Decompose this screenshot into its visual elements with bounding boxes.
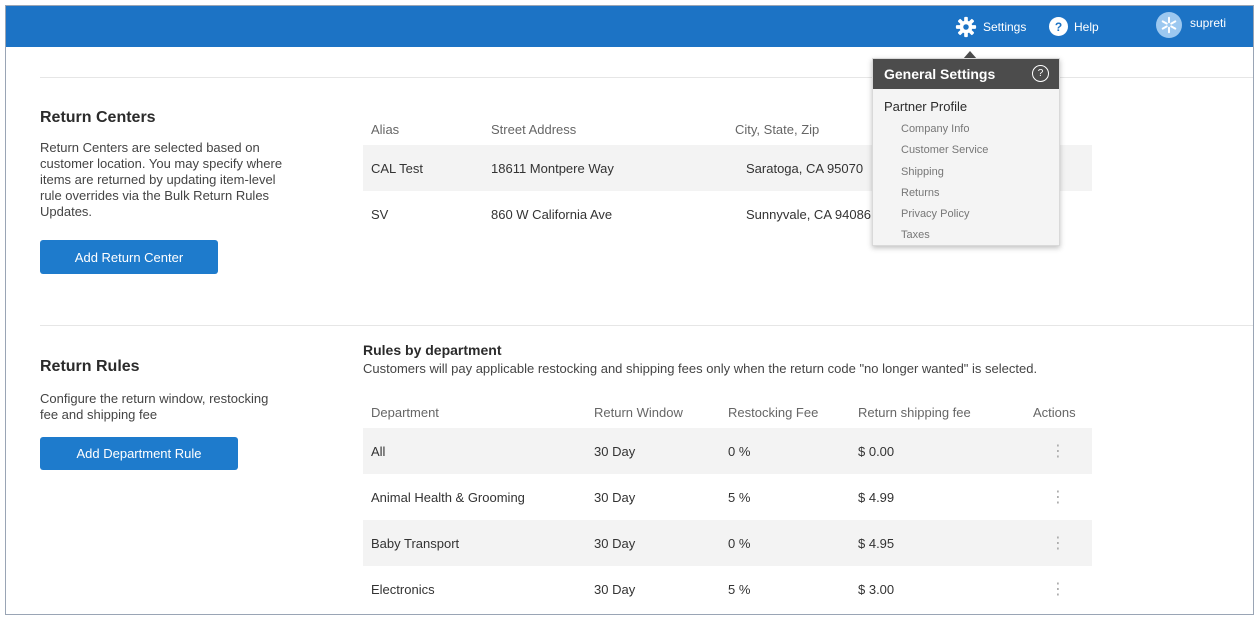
cell-restocking-fee: 5 % xyxy=(728,489,751,505)
menu-item-taxes[interactable]: Taxes xyxy=(901,229,930,241)
help-label: Help xyxy=(1074,19,1099,34)
help-menu[interactable]: ? Help xyxy=(1049,6,1099,47)
column-header-shipping-fee: Return shipping fee xyxy=(858,405,971,420)
add-department-rule-button[interactable]: Add Department Rule xyxy=(40,437,238,470)
more-actions-icon[interactable]: ⋮ xyxy=(1050,535,1066,552)
more-actions-icon[interactable]: ⋮ xyxy=(1050,443,1066,460)
app-window: Settings ? Help supreti xyxy=(5,5,1254,615)
cell-department: Animal Health & Grooming xyxy=(371,489,525,505)
more-actions-icon[interactable]: ⋮ xyxy=(1050,581,1066,598)
settings-label: Settings xyxy=(983,19,1027,34)
menu-item-customer-service[interactable]: Customer Service xyxy=(901,144,989,156)
cell-shipping-fee: $ 3.00 xyxy=(858,581,895,597)
table-row[interactable]: Electronics 30 Day 5 % $ 3.00 ⋮ xyxy=(363,566,1092,612)
general-settings-dropdown: General Settings ? Partner Profile Compa… xyxy=(872,58,1060,246)
table-row[interactable]: SV 860 W California Ave Sunnyvale, CA 94… xyxy=(363,191,1092,237)
menu-item-privacy-policy[interactable]: Privacy Policy xyxy=(901,208,970,220)
help-icon[interactable]: ? xyxy=(1032,65,1049,82)
dropdown-section-partner-profile: Partner Profile xyxy=(884,99,968,114)
return-centers-description: Return Centers are selected based on cus… xyxy=(40,140,283,219)
cell-return-window: 30 Day xyxy=(594,581,636,597)
divider xyxy=(40,77,1253,78)
cell-return-window: 30 Day xyxy=(594,535,636,551)
cell-shipping-fee: $ 4.99 xyxy=(858,489,895,505)
cell-shipping-fee: $ 4.95 xyxy=(858,535,895,551)
cell-shipping-fee: $ 0.00 xyxy=(858,443,895,459)
cell-department: All xyxy=(371,443,386,459)
avatar-spark-icon xyxy=(1156,12,1182,38)
cell-department: Electronics xyxy=(371,581,435,597)
user-menu[interactable]: supreti xyxy=(1156,6,1226,47)
cell-restocking-fee: 0 % xyxy=(728,443,751,459)
column-header-alias: Alias xyxy=(371,122,400,137)
menu-item-returns[interactable]: Returns xyxy=(901,187,940,199)
cell-city: Saratoga, CA 95070 xyxy=(746,160,864,176)
settings-menu[interactable]: Settings xyxy=(955,6,1026,47)
user-name: supreti xyxy=(1190,16,1227,30)
cell-city: Sunnyvale, CA 94086 xyxy=(746,206,872,222)
column-header-street: Street Address xyxy=(491,122,577,137)
more-actions-icon[interactable]: ⋮ xyxy=(1050,489,1066,506)
table-row[interactable]: Animal Health & Grooming 30 Day 5 % $ 4.… xyxy=(363,474,1092,520)
return-centers-title: Return Centers xyxy=(40,109,156,126)
add-return-center-button[interactable]: Add Return Center xyxy=(40,240,218,274)
divider xyxy=(40,325,1253,326)
column-header-actions: Actions xyxy=(1033,405,1076,420)
dropdown-header: General Settings ? xyxy=(873,59,1059,89)
column-header-city: City, State, Zip xyxy=(735,122,820,137)
cell-street: 18611 Montpere Way xyxy=(491,160,614,176)
rules-table-title: Rules by department xyxy=(363,342,502,358)
help-icon: ? xyxy=(1049,17,1068,36)
cell-department: Baby Transport xyxy=(371,535,460,551)
cell-street: 860 W California Ave xyxy=(491,206,613,222)
cell-alias: SV xyxy=(371,206,389,222)
cell-alias: CAL Test xyxy=(371,160,424,176)
gear-icon xyxy=(955,16,977,37)
cell-restocking-fee: 0 % xyxy=(728,535,751,551)
menu-item-shipping[interactable]: Shipping xyxy=(901,166,944,178)
table-row[interactable]: All 30 Day 0 % $ 0.00 ⋮ xyxy=(363,428,1092,474)
cell-restocking-fee: 5 % xyxy=(728,581,751,597)
dropdown-caret xyxy=(963,51,977,59)
cell-return-window: 30 Day xyxy=(594,443,636,459)
menu-item-company-info[interactable]: Company Info xyxy=(901,123,970,135)
column-header-return-window: Return Window xyxy=(594,405,683,420)
table-row[interactable]: Baby Transport 30 Day 0 % $ 4.95 ⋮ xyxy=(363,520,1092,566)
column-header-department: Department xyxy=(371,405,439,420)
top-bar: Settings ? Help supreti xyxy=(6,6,1253,47)
return-rules-title: Return Rules xyxy=(40,358,140,375)
column-header-restocking-fee: Restocking Fee xyxy=(728,405,819,420)
cell-return-window: 30 Day xyxy=(594,489,636,505)
rules-table-subtitle: Customers will pay applicable restocking… xyxy=(363,361,1038,376)
dropdown-title: General Settings xyxy=(884,66,996,82)
return-rules-description: Configure the return window, restocking … xyxy=(40,391,269,422)
